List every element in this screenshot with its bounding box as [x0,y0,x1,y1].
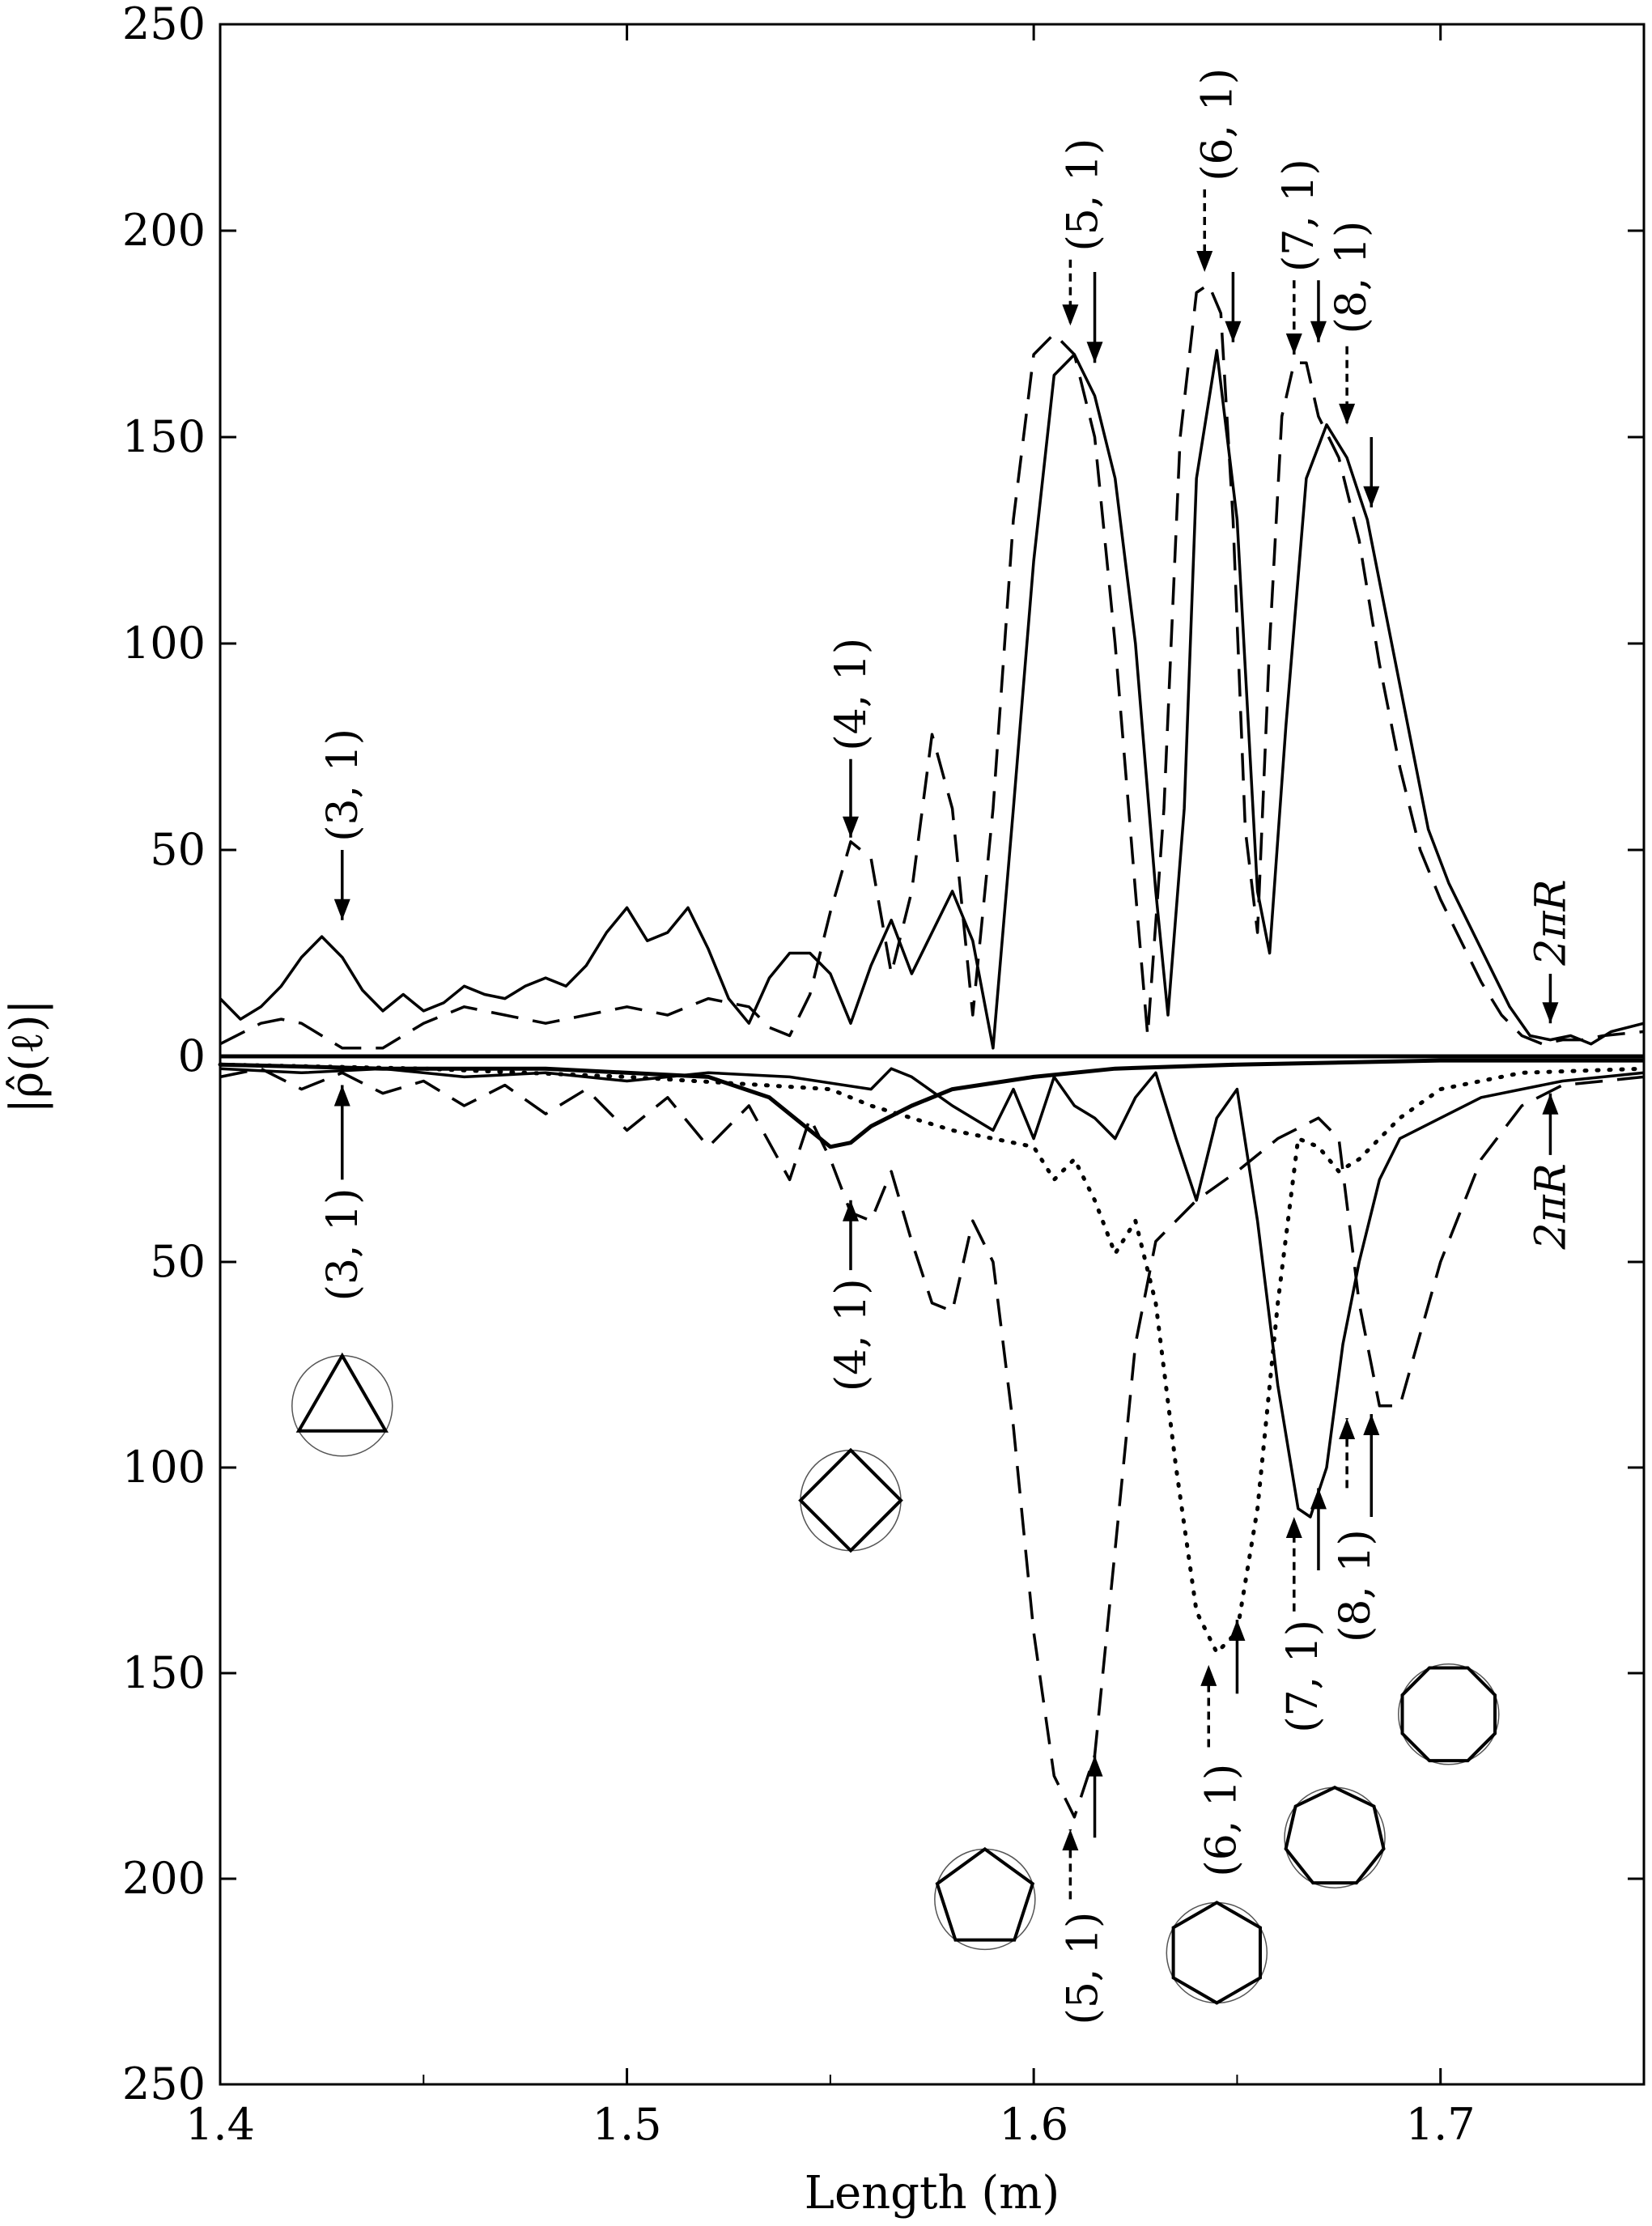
pentagon-icon-circle [934,1848,1036,1951]
arrow-top-7-1-dashed-head [1285,333,1302,355]
y-tick-label: 50 [150,824,206,875]
arrow-bottom-2piR-head [1542,1093,1559,1115]
arrow-bottom-6-1-dashed-head [1200,1664,1217,1686]
y-tick-label: 150 [122,411,206,462]
ticks-layer [219,23,1645,2086]
ann-top-6-1: (6, 1) [1193,68,1242,181]
arrow-top-5-1-dashed-head [1062,304,1079,326]
arrow-top-4-1-head [842,816,859,838]
bottom-series-dotted-line [218,1062,1646,1655]
arrow-bottom-3-1-head [333,1085,350,1107]
arrow-top-6-1-solid-head [1225,321,1242,342]
y-tick-label: 150 [122,1647,206,1698]
arrow-top-2piR-head [1542,1002,1559,1024]
ann-bottom-7-1: (7, 1) [1279,1620,1327,1733]
arrow-top-6-1-dashed-head [1196,251,1213,272]
arrow-top-3-1-head [333,898,350,920]
triangle-icon [295,1352,389,1433]
annotations-layer: (3, 1)(4, 1)(5, 1)(6, 1)(7, 1)(8, 1)2πR(… [319,68,1576,2024]
ann-bottom-8-1: (8, 1) [1331,1529,1380,1642]
y-tick-label: 200 [122,1853,206,1904]
x-tick-label: 1.6 [999,2099,1068,2150]
ann-top-4-1: (4, 1) [827,638,876,751]
heptagon-icon-circle [1284,1786,1386,1888]
top-series-dashed-line [219,282,1645,1050]
square-icon-circle [800,1449,902,1552]
octagon-icon-circle [1398,1663,1500,1765]
arrow-bottom-8-1-dashed-head [1339,1418,1356,1440]
ann-top-5-1: (5, 1) [1059,138,1107,252]
top-series-solid-line [219,349,1645,1050]
y-tick-label: 0 [178,1030,206,1081]
arrow-bottom-7-1-dashed-head [1285,1516,1302,1538]
labels-layer: 1.4 1.5 1.6 1.7 0 50 100 150 200 250 50 100 150 200 25… [1,0,1476,2220]
arrow-bottom-5-1-solid-head [1086,1755,1103,1777]
arrow-bottom-8-1-solid-head [1363,1413,1380,1435]
bottom-series-thick-solid-line [219,1058,1644,1149]
y-tick-label: 100 [122,618,206,669]
x-tick-label: 1.5 [592,2099,662,2150]
y-tick-label: 250 [122,2058,206,2109]
ann-bottom-6-1: (6, 1) [1197,1764,1246,1877]
x-tick-label: 1.7 [1406,2099,1476,2150]
octagon-icon [1400,1666,1497,1763]
y-axis-label: |ρ̂(ℓ)| [1,999,53,1113]
bottom-series-dashed-line [219,1067,1645,1819]
pentagon-icon [935,1846,1035,1942]
bottom-series-solid-line [219,1067,1645,1519]
arrow-top-7-1-solid-head [1310,321,1327,342]
square-icon [798,1447,903,1553]
ann-top-8-1: (8, 1) [1327,221,1376,334]
ann-bottom-4-1: (4, 1) [827,1278,876,1391]
y-tick-label: 200 [122,205,206,256]
arrow-top-8-1-dashed-head [1339,403,1356,425]
series-layer [218,282,1646,1819]
plot-area [219,23,1646,2086]
x-tick-label: 1.4 [185,2099,255,2150]
arrow-bottom-5-1-dashed-head [1062,1829,1079,1851]
ann-top-3-1: (3, 1) [319,729,367,842]
y-tick-label: 250 [122,0,206,49]
arrow-bottom-7-1-solid-head [1310,1488,1327,1510]
hexagon-icon [1171,1901,1262,2005]
ann-bottom-3-1: (3, 1) [319,1188,367,1302]
ann-bottom-5-1: (5, 1) [1059,1912,1107,2025]
arrow-top-8-1-solid-head [1363,486,1380,508]
heptagon-icon [1284,1785,1386,1885]
ann-top-7-1: (7, 1) [1275,159,1323,272]
triangle-icon-circle [291,1355,393,1457]
y-tick-label: 100 [122,1442,206,1493]
ann-top-2piR: 2πR [1527,879,1575,966]
hexagon-icon-circle [1166,1901,1268,2004]
arrow-bottom-4-1-head [842,1200,859,1221]
y-tick-label: 50 [150,1236,206,1287]
polygon-icons-layer [291,1352,1500,2005]
x-axis-label: Length (m) [805,2167,1060,2220]
arrow-bottom-6-1-solid-head [1229,1619,1246,1641]
arrow-top-5-1-solid-head [1086,342,1103,363]
ann-bottom-2piR: 2πR [1527,1163,1575,1250]
